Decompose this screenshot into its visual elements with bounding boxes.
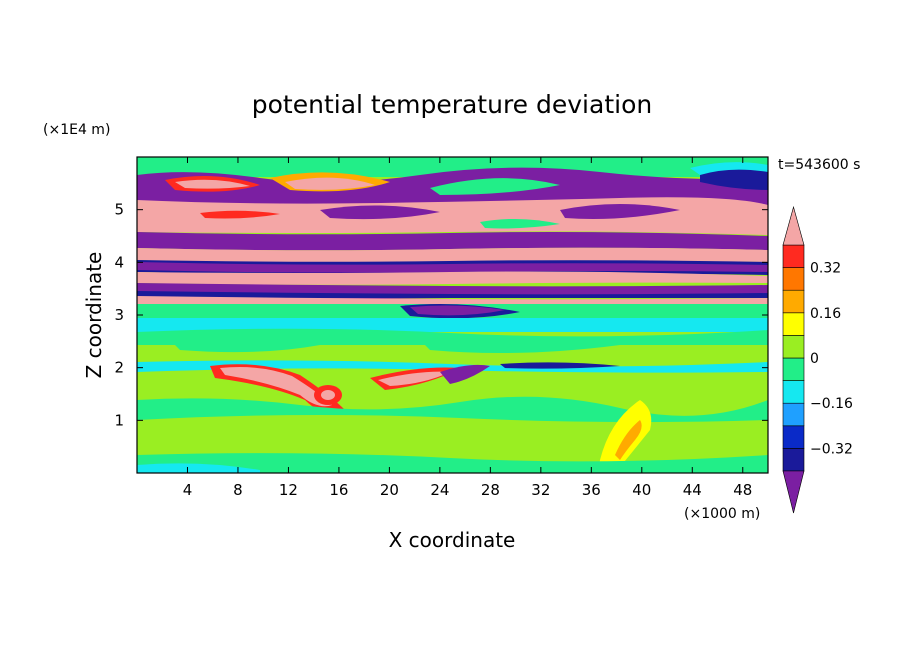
colorbar-bottom-extend: [782, 470, 805, 514]
y-tick-label: 5: [114, 201, 124, 219]
x-tick-label: 44: [683, 481, 702, 499]
x-unit-label: (×1000 m): [684, 506, 760, 522]
x-tick-label: 20: [380, 481, 399, 499]
x-tick-label: 4: [183, 481, 193, 499]
x-tick-label: 40: [632, 481, 651, 499]
colorbar-box: [782, 267, 805, 291]
colorbar-tick-label: −0.32: [810, 441, 853, 457]
x-tick-label: 16: [329, 481, 348, 499]
colorbar-box: [782, 425, 805, 449]
y-tick-label: 1: [114, 411, 124, 429]
colorbar-box: [782, 448, 805, 472]
y-tick-label: 2: [114, 359, 124, 377]
x-tick-label: 12: [279, 481, 298, 499]
x-tick-label: 36: [582, 481, 601, 499]
colorbar-tick-label: 0.32: [810, 261, 841, 277]
colorbar-box: [782, 289, 805, 314]
time-label: t=543600 s: [778, 157, 860, 173]
colorbar-tick-label: −0.16: [810, 396, 853, 412]
colorbar-box: [782, 380, 805, 404]
y-tick-label: 3: [114, 306, 124, 324]
colorbar-box: [782, 244, 805, 268]
contour-field: [137, 157, 768, 473]
colorbar-top-extend: [782, 205, 805, 246]
chart-title: potential temperature deviation: [252, 90, 652, 119]
y-axis-label: Z coordinate: [82, 252, 106, 379]
y-unit-label: (×1E4 m): [43, 122, 110, 138]
colorbar-tick-label: 0.16: [810, 306, 841, 322]
colorbar: 0.32 0.16 0 −0.16 −0.32: [782, 205, 853, 514]
colorbar-box: [782, 402, 805, 427]
y-tick-label: 4: [114, 253, 124, 271]
x-tick-label: 8: [233, 481, 243, 499]
x-tick-label: 48: [733, 481, 752, 499]
colorbar-box: [782, 312, 805, 336]
x-axis-label: X coordinate: [389, 528, 516, 552]
colorbar-box: [782, 357, 805, 381]
x-tick-label: 28: [481, 481, 500, 499]
colorbar-box: [782, 335, 805, 359]
x-tick-label: 32: [531, 481, 550, 499]
x-tick-label: 24: [430, 481, 449, 499]
colorbar-tick-label: 0: [810, 351, 819, 367]
